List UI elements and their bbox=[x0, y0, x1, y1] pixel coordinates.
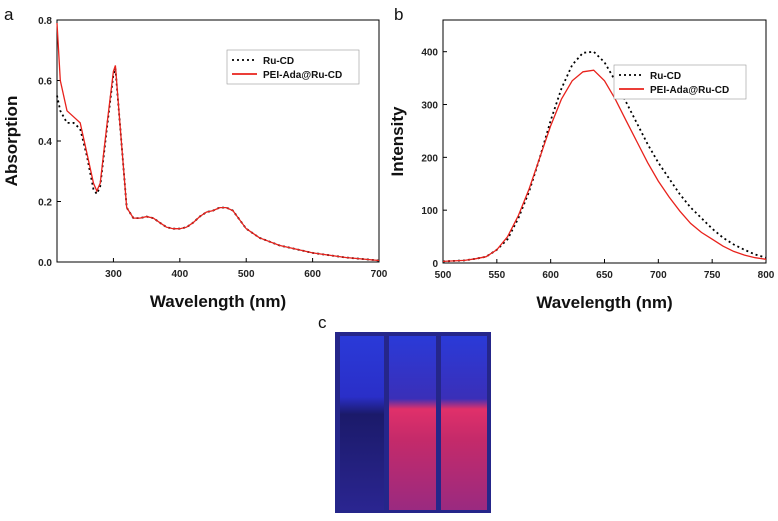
x-tick-label: 800 bbox=[758, 270, 775, 281]
data-line bbox=[442, 69, 767, 263]
x-axis-title: Wavelength (nm) bbox=[150, 292, 286, 311]
x-tick-label: 600 bbox=[542, 270, 559, 281]
y-tick-label: 200 bbox=[421, 153, 438, 164]
panel-label: b bbox=[394, 5, 403, 24]
x-tick-label: 500 bbox=[238, 269, 255, 280]
y-axis-title: Intensity bbox=[388, 106, 407, 176]
x-tick-label: 700 bbox=[371, 269, 388, 280]
y-tick-label: 0.0 bbox=[38, 258, 52, 269]
photo bbox=[335, 332, 491, 513]
data-line bbox=[56, 68, 380, 262]
x-axis-title: Wavelength (nm) bbox=[536, 293, 672, 312]
y-tick-label: 300 bbox=[421, 101, 438, 112]
x-tick-label: 400 bbox=[171, 269, 188, 280]
legend-box bbox=[613, 64, 747, 100]
y-tick-label: 0.4 bbox=[38, 137, 52, 148]
legend-label: PEI-Ada@Ru-CD bbox=[263, 70, 342, 81]
legend-label: Ru-CD bbox=[263, 56, 294, 67]
y-axis-title: Absorption bbox=[2, 96, 21, 187]
y-tick-label: 0 bbox=[432, 259, 438, 270]
x-tick-label: 600 bbox=[304, 269, 321, 280]
panel-label: c bbox=[318, 313, 327, 332]
x-tick-label: 500 bbox=[435, 270, 452, 281]
legend-label: Ru-CD bbox=[650, 71, 681, 82]
data-line bbox=[56, 22, 380, 262]
cuvette bbox=[340, 336, 384, 510]
y-tick-label: 400 bbox=[421, 48, 438, 59]
legend-box bbox=[226, 49, 360, 85]
y-tick-label: 0.6 bbox=[38, 77, 52, 88]
plot-frame bbox=[442, 19, 767, 264]
cuvette bbox=[389, 336, 436, 510]
y-tick-label: 0.8 bbox=[38, 16, 52, 27]
legend-label: PEI-Ada@Ru-CD bbox=[650, 85, 729, 96]
x-tick-label: 300 bbox=[105, 269, 122, 280]
panel-label: a bbox=[4, 5, 14, 24]
x-tick-label: 650 bbox=[596, 270, 613, 281]
cuvette bbox=[441, 336, 487, 510]
x-tick-label: 550 bbox=[488, 270, 505, 281]
x-tick-label: 700 bbox=[650, 270, 667, 281]
y-tick-label: 100 bbox=[421, 206, 438, 217]
y-tick-label: 0.2 bbox=[38, 198, 52, 209]
x-tick-label: 750 bbox=[704, 270, 721, 281]
